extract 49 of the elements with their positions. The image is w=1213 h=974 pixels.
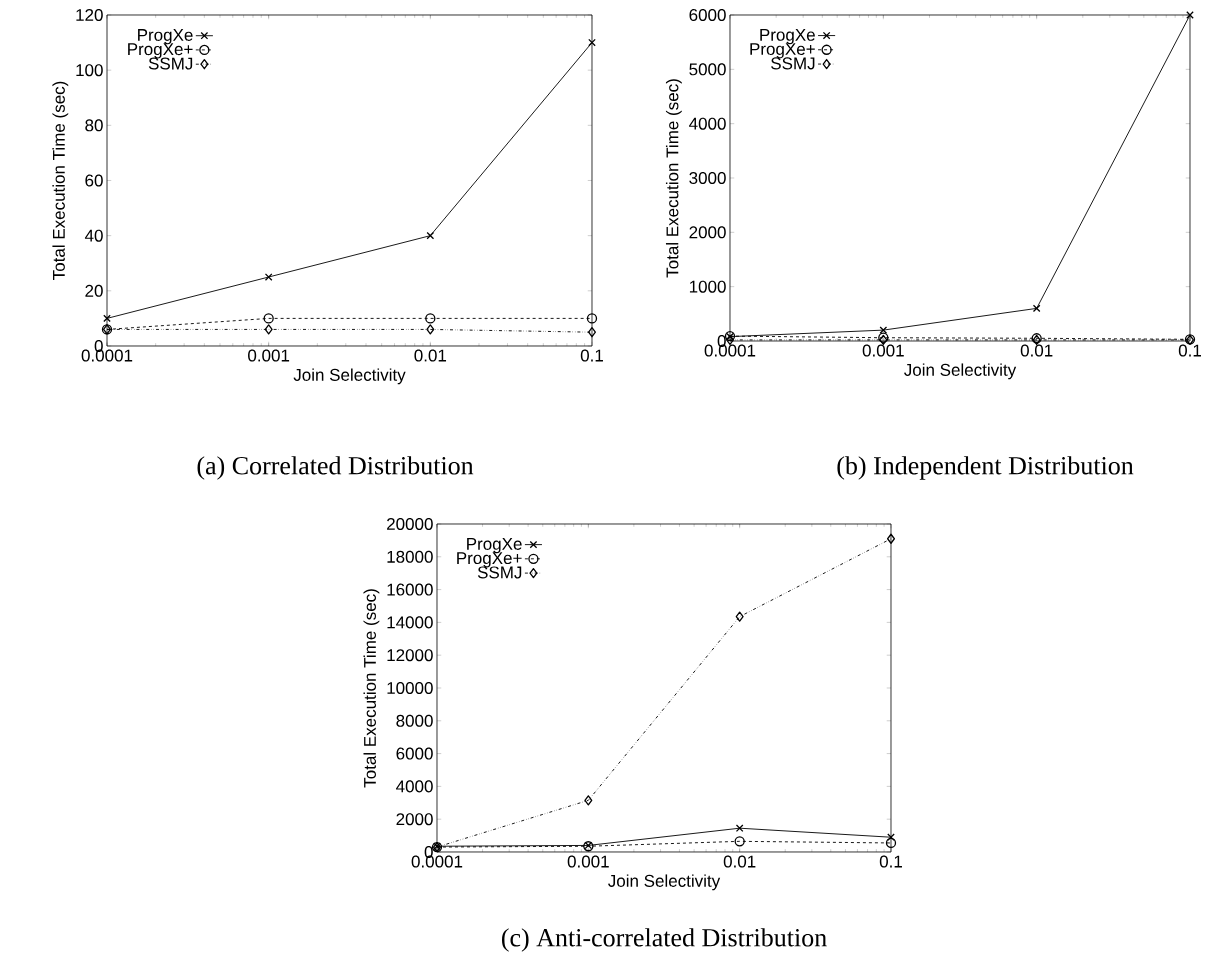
y-tick-label: 2000	[689, 226, 726, 239]
legend-label: ProgXe+	[750, 43, 815, 59]
y-tick-label: 14000	[387, 616, 433, 629]
legend-label: ProgXe	[138, 29, 193, 45]
y-tick-label: 1000	[689, 280, 726, 293]
y-tick-label: 20000	[387, 517, 433, 531]
x-axis-title: Join Selectivity	[608, 874, 721, 891]
y-tick-label: 80	[85, 119, 103, 132]
legend-label: SSMJ	[771, 57, 815, 70]
y-tick-label: 60	[85, 174, 103, 187]
legend-label: ProgXe+	[128, 43, 193, 59]
y-axis-title: Total Execution Time (sec)	[665, 79, 682, 278]
legend-label: SSMJ	[477, 566, 522, 579]
y-axis-title: Total Execution Time (sec)	[363, 589, 380, 788]
legend-label: ProgXe	[467, 538, 522, 554]
x-tick-label: 0.1	[1178, 344, 1201, 357]
y-tick-label: 18000	[387, 550, 433, 563]
y-tick-label: 5000	[689, 63, 726, 76]
x-axis-title: Join Selectivity	[293, 368, 406, 385]
x-tick-label: 0.1	[879, 855, 902, 868]
y-tick-label: 20	[85, 284, 103, 297]
y-tick-label: 12000	[387, 649, 433, 662]
x-tick-label: 0.1	[580, 349, 603, 362]
y-tick-label: 6000	[396, 747, 433, 760]
legend-label: ProgXe	[760, 28, 815, 45]
x-tick-label: 0.001	[248, 349, 290, 362]
y-tick-label: 16000	[387, 583, 433, 596]
x-tick-label: 0.001	[862, 344, 904, 357]
y-tick-label: 8000	[396, 714, 433, 727]
y-tick-label: 4000	[396, 780, 433, 793]
x-axis-title: Join Selectivity	[904, 363, 1017, 380]
x-tick-label: 0.01	[723, 855, 756, 868]
text: (b) Independent Distribution	[837, 456, 1134, 480]
y-tick-label: 3000	[689, 171, 726, 185]
x-tick-label: 0.01	[414, 349, 447, 362]
y-tick-label: 10000	[387, 681, 433, 695]
text: (c) Anti-correlated Distribution	[501, 928, 827, 952]
y-tick-label: 40	[84, 229, 103, 242]
legend-label: ProgXe+	[457, 552, 522, 568]
x-tick-label: 0.01	[1020, 344, 1053, 357]
legend-label: SSMJ	[148, 57, 193, 70]
y-tick-label: 120	[76, 8, 103, 22]
y-tick-label: 100	[76, 64, 103, 77]
text: (a) Correlated Distribution	[197, 456, 474, 480]
y-tick-label: 4000	[689, 117, 726, 130]
y-tick-label: 2000	[396, 813, 433, 826]
x-tick-label: 0.001	[567, 855, 609, 868]
y-tick-label: 6000	[689, 8, 726, 22]
y-axis-title: Total Execution Time (sec)	[52, 81, 69, 280]
